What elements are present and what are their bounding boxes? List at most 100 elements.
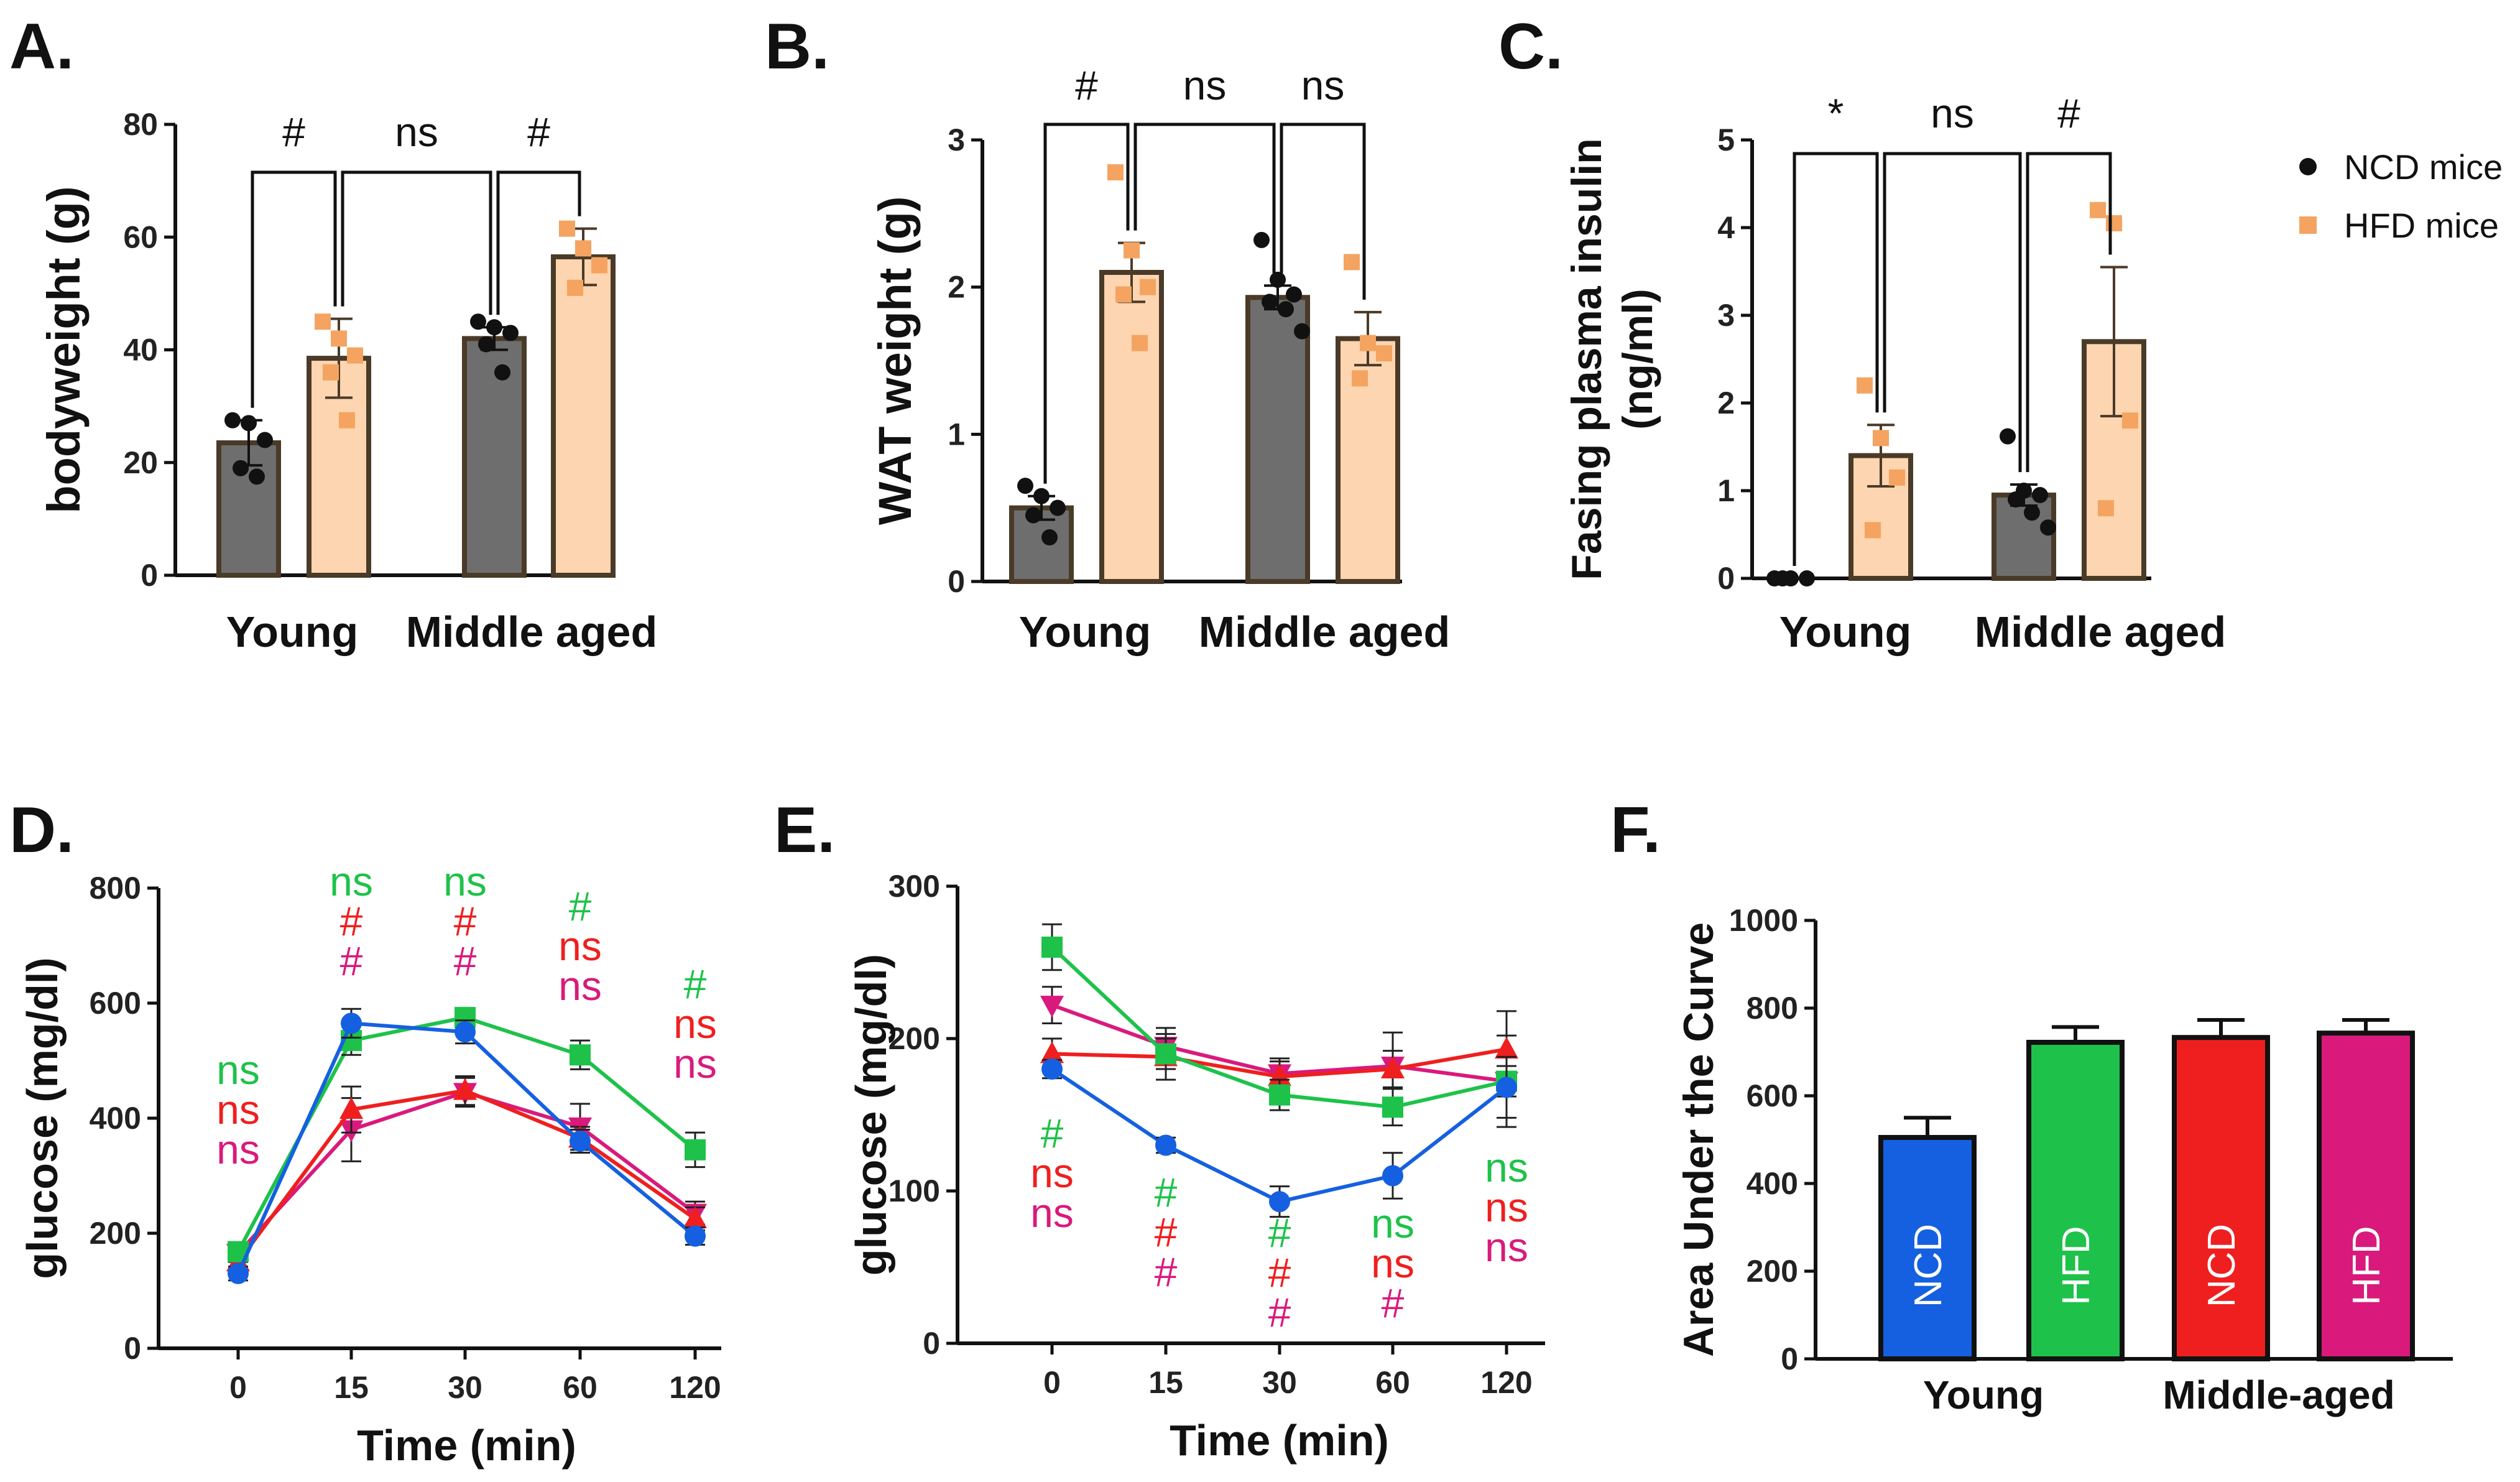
significance-label: # <box>1075 62 1098 108</box>
data-point-ncd <box>2032 487 2048 504</box>
significance-label: ns <box>216 1086 260 1132</box>
significance-label: # <box>1268 1249 1291 1295</box>
panel-label-f: F. <box>1610 794 1661 866</box>
y-tick-label: 0 <box>1717 561 1735 596</box>
data-point-hfd <box>315 313 331 330</box>
chart-e: 0 100 200 300 glucose (mg/dl) 0 15 30 60 120 Time … <box>847 869 1545 1465</box>
data-point <box>1269 1084 1290 1106</box>
x-tick-label: 15 <box>1148 1365 1183 1400</box>
bar-label: NCD <box>1907 1224 1950 1307</box>
data-point-ncd <box>2000 428 2016 445</box>
significance-label: ns <box>1931 90 1974 136</box>
data-point-ncd <box>1799 570 1815 586</box>
comparison-bracket <box>251 170 337 408</box>
significance-label: ns <box>1485 1224 1528 1270</box>
significance-label: # <box>684 961 707 1007</box>
y-tick-label: 300 <box>888 869 940 904</box>
data-point-ncd <box>1270 271 1286 288</box>
legend-ncd-marker <box>2299 158 2317 175</box>
legend-hfd-marker <box>2299 216 2317 234</box>
chart-a: 0 20 40 60 80 bodyweight (g) # ns # Young Middle a… <box>38 107 657 656</box>
data-point-ncd <box>470 313 486 330</box>
y-tick-label: 1000 <box>1729 903 1798 938</box>
data-point <box>1155 1134 1176 1156</box>
significance-label: ns <box>1183 62 1227 108</box>
y-axis-label: glucose (mg/dl) <box>847 954 895 1276</box>
data-point-hfd <box>1873 430 1889 447</box>
data-point-hfd <box>2090 201 2106 218</box>
significance-label: ns <box>558 963 602 1009</box>
data-point-hfd <box>1107 164 1124 181</box>
data-point-ncd <box>1033 488 1050 504</box>
significance-label: # <box>454 898 477 944</box>
y-tick-label: 600 <box>90 986 141 1021</box>
data-point <box>1381 1057 1405 1078</box>
data-point-hfd <box>331 330 347 347</box>
bar-ncd <box>1878 1134 1977 1361</box>
y-tick-label: 0 <box>923 1326 940 1361</box>
y-tick-label: 400 <box>90 1101 141 1136</box>
data-point-ncd <box>1025 507 1041 524</box>
y-tick-label: 0 <box>948 564 965 599</box>
y-tick-label: 200 <box>90 1216 141 1251</box>
data-point-ncd <box>1286 286 1302 303</box>
comparison-bracket <box>1043 123 1130 484</box>
x-axis-label: Time (min) <box>1170 1416 1389 1465</box>
data-point-hfd <box>1132 335 1148 351</box>
data-point <box>1382 1096 1403 1118</box>
data-point-ncd <box>1775 570 1791 586</box>
data-point <box>685 1225 706 1247</box>
legend-hfd-label: HFD mice <box>2344 206 2499 245</box>
data-point <box>1155 1043 1176 1065</box>
data-point <box>1495 1037 1518 1059</box>
chart-c: 0 1 2 3 4 5 Fasing plasma insulin (ng/ml) * ns # Yo… <box>1563 90 2226 656</box>
significance-label: # <box>1382 1280 1405 1326</box>
data-point-ncd <box>486 319 502 336</box>
data-point-ncd <box>257 432 273 448</box>
comparison-bracket <box>1793 152 1879 566</box>
data-point <box>453 1078 477 1100</box>
data-point <box>1040 996 1064 1018</box>
legend: NCD mice HFD mice <box>2299 147 2503 245</box>
comparison-bracket <box>2026 152 2112 473</box>
panel-label-d: D. <box>9 794 74 866</box>
data-point-hfd <box>339 412 355 428</box>
significance-label: # <box>569 883 592 929</box>
comparison-bracket <box>1280 123 1366 300</box>
bar-ncd <box>2172 1035 2270 1361</box>
comparison-bracket <box>1133 123 1276 274</box>
data-point-ncd <box>494 364 510 381</box>
y-tick-label: 600 <box>1747 1078 1798 1113</box>
data-point <box>339 1097 363 1119</box>
y-axis-label: WAT weight (g) <box>869 197 921 526</box>
bar-hfd <box>1099 270 1164 584</box>
y-tick-label: 800 <box>1747 991 1798 1026</box>
data-point-ncd <box>241 415 257 432</box>
data-point <box>228 1262 249 1284</box>
data-point-ncd <box>2008 491 2024 508</box>
y-tick-label: 40 <box>123 333 158 368</box>
panel-label-c: C. <box>1498 11 1563 83</box>
data-point-ncd <box>1050 499 1066 516</box>
chart-b: 0 1 2 3 WAT weight (g) # ns ns Young Middle aged <box>869 62 1450 656</box>
significance-label: # <box>2057 90 2080 136</box>
y-tick-label: 1 <box>1717 473 1735 508</box>
data-point-hfd <box>2106 215 2122 231</box>
bar-ncd <box>462 336 527 578</box>
comparison-bracket <box>496 170 581 315</box>
legend-ncd-label: NCD mice <box>2344 147 2503 187</box>
data-point-hfd <box>1344 254 1360 271</box>
y-tick-label: 3 <box>1717 298 1735 333</box>
significance-label: # <box>527 109 550 155</box>
data-point-ncd <box>1278 301 1294 318</box>
y-tick-label: 200 <box>1747 1254 1798 1289</box>
data-point-hfd <box>2098 500 2114 517</box>
group-label: Middle aged <box>1975 608 2226 656</box>
significance-label: ns <box>330 858 373 904</box>
data-point-hfd <box>1124 242 1140 259</box>
series-line <box>236 1021 696 1274</box>
significance-label: ns <box>395 109 438 155</box>
group-label: Middle-aged <box>2162 1373 2394 1417</box>
